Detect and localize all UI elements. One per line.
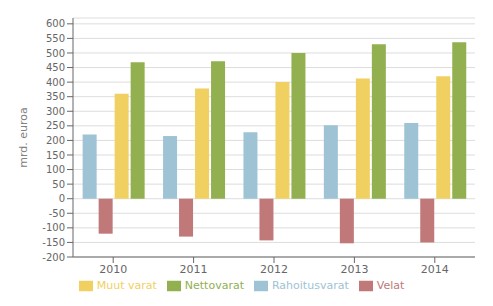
svg-text:2011: 2011	[180, 263, 208, 276]
html-text:Rahoitusvarat: Rahoitusvarat	[272, 279, 349, 292]
svg-text:250: 250	[46, 120, 65, 131]
svg-text:2014: 2014	[421, 263, 449, 276]
svg-text:-200: -200	[42, 252, 65, 263]
svg-text:mrd. euroa: mrd. euroa	[17, 107, 30, 168]
svg-text:-100: -100	[42, 222, 65, 233]
svg-text:-50: -50	[49, 208, 65, 219]
svg-text:-150: -150	[42, 237, 65, 248]
html-text:Velat: Velat	[376, 279, 405, 292]
svg-text:500: 500	[46, 48, 65, 59]
svg-text:150: 150	[46, 150, 65, 161]
svg-text:550: 550	[46, 33, 65, 44]
svg-text:2013: 2013	[340, 263, 368, 276]
html-text:Muut varat: Muut varat	[96, 279, 157, 292]
svg-text:200: 200	[46, 135, 65, 146]
svg-text:300: 300	[46, 106, 65, 117]
svg-text:350: 350	[46, 91, 65, 102]
svg-text:2012: 2012	[260, 263, 288, 276]
svg-text:450: 450	[46, 62, 65, 73]
svg-text:600: 600	[46, 18, 65, 29]
svg-text:50: 50	[52, 179, 65, 190]
svg-text:400: 400	[46, 77, 65, 88]
svg-text:2010: 2010	[99, 263, 127, 276]
svg-text:0: 0	[59, 193, 65, 204]
svg-text:100: 100	[46, 164, 65, 175]
html-text:Nettovarat: Nettovarat	[184, 279, 244, 292]
